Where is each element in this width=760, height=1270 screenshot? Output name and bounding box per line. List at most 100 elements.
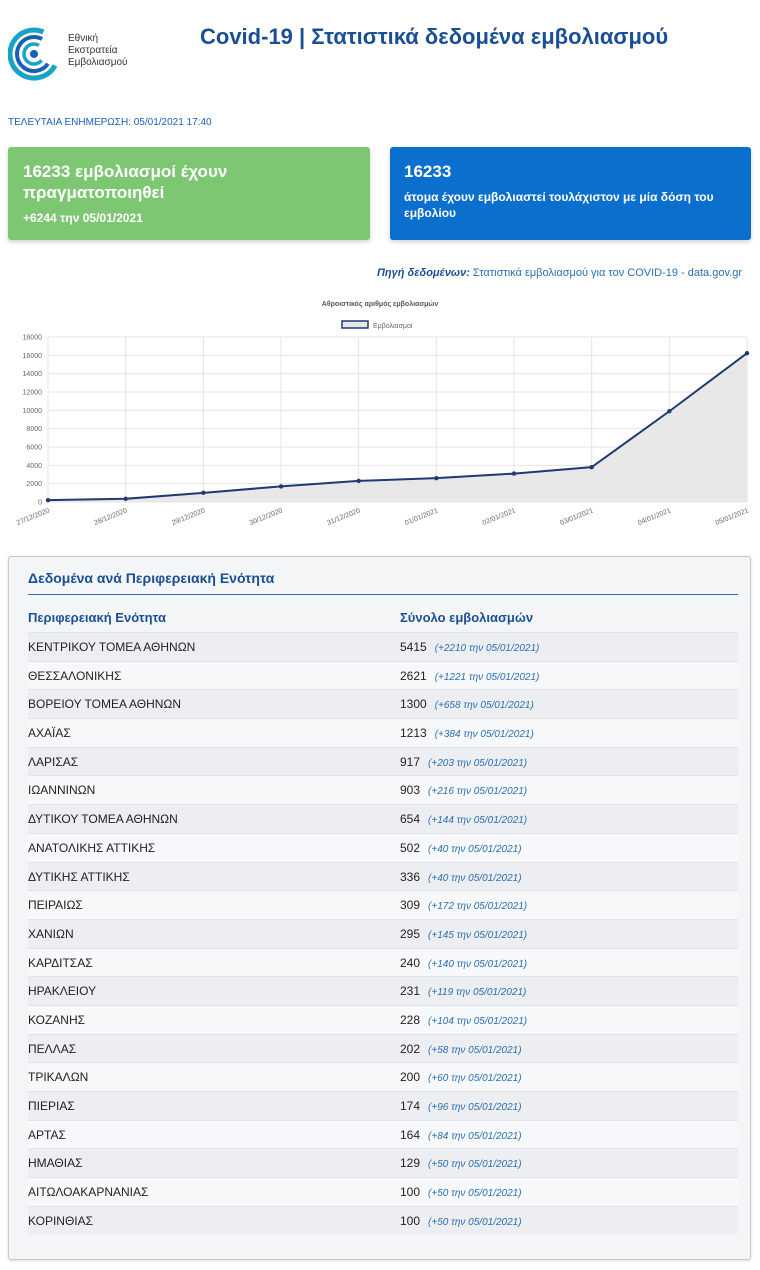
series-point <box>667 409 672 414</box>
region-name: ΚΕΝΤΡΙΚΟΥ ΤΟΜΕΑ ΑΘΗΝΩΝ <box>28 640 196 654</box>
y-tick-label: 18000 <box>23 335 43 342</box>
x-tick-label: 05/01/2021 <box>715 507 750 527</box>
y-tick-label: 12000 <box>23 390 43 397</box>
region-name: ΑΡΤΑΣ <box>28 1127 66 1142</box>
region-daily-delta: (+96 την 05/01/2021) <box>428 1102 522 1113</box>
series-point <box>45 497 51 503</box>
region-daily-delta: (+40 την 05/01/2021) <box>428 843 522 855</box>
table-row: ΔΥΤΙΚΟΥ ΤΟΜΕΑ ΑΘΗΝΩΝ 654 (+144 την 05/01/2… <box>28 804 738 833</box>
region-total-value: 164 <box>400 1127 421 1142</box>
region-daily-delta: (+1221 την 05/01/2021) <box>434 671 540 683</box>
table-row: ΚΟΖΑΝΗΣ 228 (+104 την 05/01/2021) <box>28 1004 738 1034</box>
region-total: 654 (+144 την 05/01/2021) <box>400 812 527 826</box>
region-name: ΘΕΣΣΑΛΟΝΙΚΗΣ <box>28 668 122 683</box>
region-total: 231 (+119 την 05/01/2021) <box>400 984 526 998</box>
header: Εθνική Εκστρατεία Εμβολιασμού Covid-19 |… <box>0 0 760 110</box>
table-row: ΚΑΡΔΙΤΣΑΣ 240 (+140 την 05/01/2021) <box>28 947 738 977</box>
region-total-value: 917 <box>400 754 421 769</box>
x-tick-label: 27/12/2020 <box>16 507 51 527</box>
table-header: Περιφερειακή Ενότητα Σύνολο εμβολιασμών <box>28 610 738 630</box>
table-row: ΒΟΡΕΙΟΥ ΤΟΜΕΑ ΑΘΗΝΩΝ 1300 (+658 την 05/01/… <box>28 689 738 719</box>
region-daily-delta: (+84 την 05/01/2021) <box>428 1130 522 1142</box>
total-vaccinations-card: 16233 εμβολιασμοί έχουν πραγματοποιηθεί … <box>8 147 370 240</box>
region-total: 917 (+203 την 05/01/2021) <box>400 755 527 769</box>
table-row: ΗΜΑΘΙΑΣ 129 (+50 την 05/01/2021) <box>28 1148 738 1178</box>
series-point <box>278 484 284 489</box>
region-total: 164 (+84 την 05/01/2021) <box>400 1128 522 1142</box>
region-total: 2621 (+1221 την 05/01/2021) <box>400 669 539 683</box>
region-total: 100 (+50 την 05/01/2021) <box>400 1214 522 1228</box>
table-row: ΑΝΑΤΟΛΙΚΗΣ ΑΤΤΙΚΗΣ 502 (+40 την 05/01/2021… <box>28 832 738 862</box>
region-total-value: 654 <box>400 812 421 827</box>
region-total: 202 (+58 την 05/01/2021) <box>400 1042 522 1056</box>
region-total-value: 100 <box>400 1213 421 1228</box>
column-header-total: Σύνολο εμβολιασμών <box>400 610 534 625</box>
series-point <box>589 464 594 470</box>
region-name: ΑΝΑΤΟΛΙΚΗΣ ΑΤΤΙΚΗΣ <box>28 840 156 855</box>
table-row: ΠΕΛΛΑΣ 202 (+58 την 05/01/2021) <box>28 1033 738 1063</box>
region-total-value: 336 <box>400 869 421 884</box>
logo-line-1: Εθνική <box>68 33 99 44</box>
region-daily-delta: (+216 την 05/01/2021) <box>428 786 528 798</box>
total-vaccinations-text: 16233 εμβολιασμοί έχουν πραγματοποιηθεί <box>23 162 228 202</box>
logo[interactable]: Εθνική Εκστρατεία Εμβολιασμού <box>8 22 148 86</box>
region-name: ΚΟΖΑΝΗΣ <box>28 1012 86 1027</box>
region-total: 502 (+40 την 05/01/2021) <box>400 841 522 855</box>
region-total-value: 903 <box>400 783 421 798</box>
table-body: ΚΕΝΤΡΙΚΟΥ ΤΟΜΕΑ ΑΘΗΝΩΝ 5415 (+2210 την 05/… <box>28 632 738 1235</box>
table-row: ΤΡΙΚΑΛΩΝ 200 (+60 την 05/01/2021) <box>28 1062 738 1091</box>
region-daily-delta: (+144 την 05/01/2021) <box>428 815 528 827</box>
region-total: 295 (+145 την 05/01/2021) <box>400 927 527 941</box>
x-tick-label: 28/12/2020 <box>93 507 128 527</box>
x-tick-label: 31/12/2020 <box>326 507 361 527</box>
region-name: ΛΑΡΙΣΑΣ <box>28 754 79 769</box>
region-name: ΔΥΤΙΚΟΥ ΤΟΜΕΑ ΑΘΗΝΩΝ <box>28 812 178 827</box>
y-tick-label: 2000 <box>26 481 42 488</box>
x-tick-label: 01/01/2021 <box>404 507 439 527</box>
region-name: ΒΟΡΕΙΟΥ ΤΟΜΕΑ ΑΘΗΝΩΝ <box>28 697 182 712</box>
table-row: ΧΑΝΙΩΝ 295 (+145 την 05/01/2021) <box>28 918 738 948</box>
table-row: ΚΕΝΤΡΙΚΟΥ ΤΟΜΕΑ ΑΘΗΝΩΝ 5415 (+2210 την 05/… <box>28 632 738 661</box>
region-total: 129 (+50 την 05/01/2021) <box>400 1156 522 1170</box>
region-total: 903 (+216 την 05/01/2021) <box>400 783 527 797</box>
chart-title: Αθροιστικός αριθμός εμβολιασμών <box>322 300 439 308</box>
x-tick-label: 04/01/2021 <box>637 507 672 527</box>
x-tick-label: 29/12/2020 <box>171 507 206 527</box>
last-updated: ΤΕΛΕΥΤΑΙΑ ΕΝΗΜΕΡΩΣΗ: 05/01/2021 17:40 <box>8 117 212 128</box>
x-tick-label: 02/01/2021 <box>482 507 517 527</box>
region-daily-delta: (+172 την 05/01/2021) <box>428 901 528 913</box>
vaccination-campaign-logo-icon <box>8 27 61 81</box>
logo-line-3: Εμβολιασμού <box>68 57 128 68</box>
table-row: ΛΑΡΙΣΑΣ 917 (+203 την 05/01/2021) <box>28 746 738 776</box>
series-line <box>47 352 748 502</box>
region-name: ΑΙΤΩΛΟΑΚΑΡΝΑΝΙΑΣ <box>28 1185 149 1200</box>
people-vaccinated-text: άτομα έχουν εμβολιαστεί τουλάχιστον με μ… <box>404 190 714 220</box>
y-tick-label: 16000 <box>23 353 43 360</box>
region-total-value: 2621 <box>400 668 427 683</box>
regional-data-title: Δεδομένα ανά Περιφερειακή Ενότητα <box>28 570 275 586</box>
people-vaccinated-card: 16233 άτομα έχουν εμβολιαστεί τουλάχιστο… <box>390 147 751 240</box>
region-name: ΗΡΑΚΛΕΙΟΥ <box>28 984 97 999</box>
region-total: 240 (+140 την 05/01/2021) <box>400 956 527 970</box>
region-total-value: 502 <box>400 840 421 855</box>
chart-svg: Αθροιστικός αριθμός εμβολιασμών Εμβολιασμ… <box>16 300 750 527</box>
region-total: 200 (+60 την 05/01/2021) <box>400 1070 522 1084</box>
region-total: 336 (+40 την 05/01/2021) <box>400 870 522 884</box>
series-point <box>356 478 361 484</box>
data-source-link[interactable]: Στατιστικά εμβολιασμού για τον COVID-19 … <box>472 267 742 279</box>
logo-text: Εθνική Εκστρατεία Εμβολιασμού <box>68 33 128 69</box>
x-tick-label: 03/01/2021 <box>559 507 594 527</box>
table-row: ΑΙΤΩΛΟΑΚΑΡΝΑΝΙΑΣ 100 (+50 την 05/01/2021) <box>28 1177 738 1206</box>
region-name: ΤΡΙΚΑΛΩΝ <box>28 1070 89 1085</box>
region-name: ΠΕΙΡΑΙΩΣ <box>28 898 83 913</box>
daily-increase-text: +6244 την 05/01/2021 <box>23 211 143 225</box>
y-tick-label: 6000 <box>26 445 42 452</box>
region-daily-delta: (+384 την 05/01/2021) <box>434 729 534 741</box>
cumulative-vaccinations-chart: Αθροιστικός αριθμός εμβολιασμών Εμβολιασμ… <box>0 295 760 535</box>
region-name: ΠΕΛΛΑΣ <box>28 1041 77 1056</box>
data-source: Πηγή δεδομένων: Στατιστικά εμβολιασμού γ… <box>377 267 742 279</box>
region-total: 309 (+172 την 05/01/2021) <box>400 898 527 912</box>
table-row: ΗΡΑΚΛΕΙΟΥ 231 (+119 την 05/01/2021) <box>28 976 738 1005</box>
region-total: 100 (+50 την 05/01/2021) <box>400 1185 522 1199</box>
region-name: ΗΜΑΘΙΑΣ <box>28 1156 83 1171</box>
